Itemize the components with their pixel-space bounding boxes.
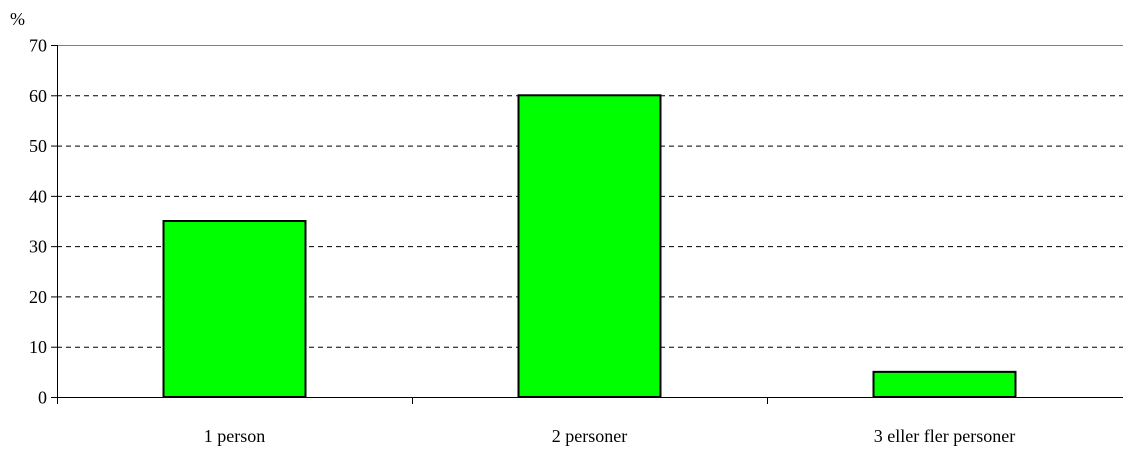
x-tick-label-2: 2 personer — [552, 426, 627, 446]
bar-1 — [162, 220, 307, 398]
bars — [162, 94, 1017, 399]
x-tick-label-1: 1 person — [204, 426, 266, 446]
y-tick-label-20: 20 — [29, 287, 47, 307]
x-axis-ticks: 1 person 2 personer 3 eller fler personer — [204, 397, 1015, 446]
y-axis-ticks: 0 10 20 30 40 50 60 70 — [29, 36, 57, 408]
axes — [57, 45, 1123, 404]
y-tick-label-40: 40 — [29, 186, 47, 206]
y-tick-label-50: 50 — [29, 136, 47, 156]
y-tick-label-70: 70 — [29, 36, 47, 56]
y-tick-label-0: 0 — [38, 388, 47, 408]
y-tick-label-30: 30 — [29, 237, 47, 257]
y-tick-label-10: 10 — [29, 337, 47, 357]
y-axis-label: % — [10, 9, 25, 29]
y-tick-label-60: 60 — [29, 86, 47, 106]
bar-2 — [517, 94, 662, 399]
x-tick-label-3: 3 eller fler personer — [874, 426, 1015, 446]
bar-3 — [872, 370, 1017, 399]
